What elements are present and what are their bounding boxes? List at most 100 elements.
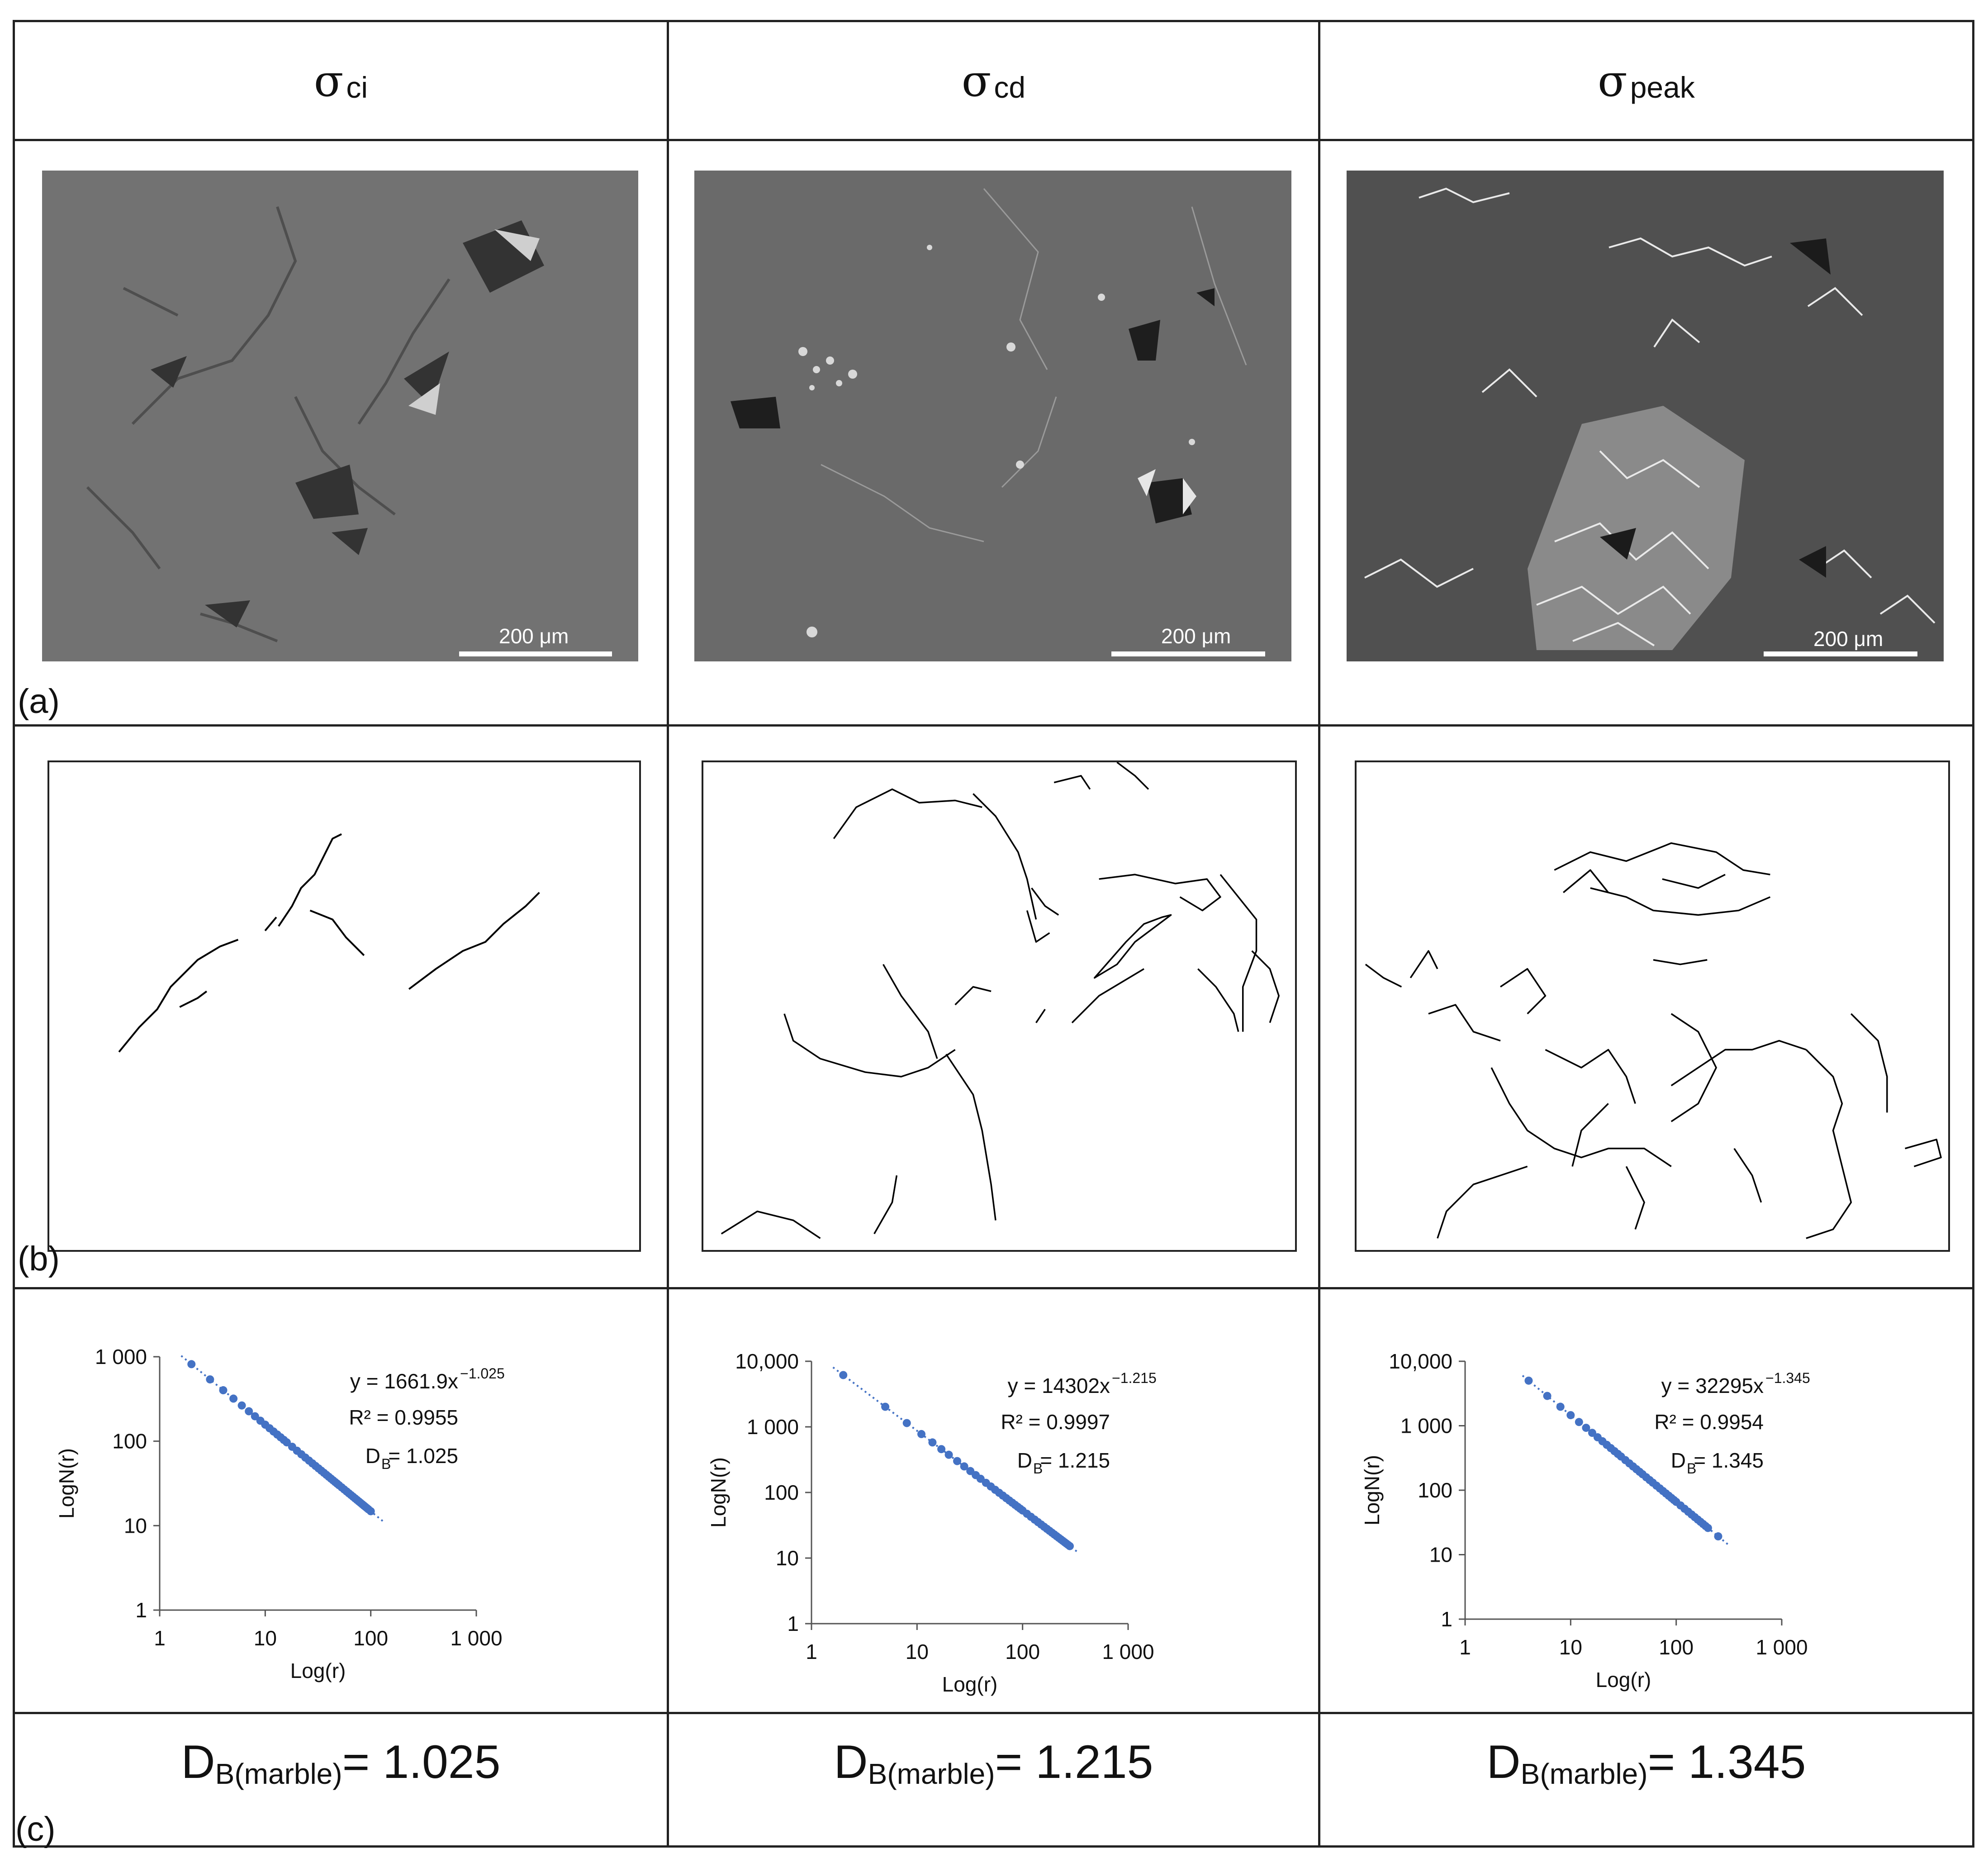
db-value-ci: D B(marble) = 1.025 (15, 1715, 667, 1810)
column-divider (667, 22, 669, 1845)
equation-exponent: −1.345 (1765, 1370, 1810, 1386)
y-tick-label: 1 000 (747, 1415, 799, 1439)
data-point (953, 1457, 962, 1465)
r2-label: R² = 0.9997 (1001, 1410, 1110, 1434)
data-point (1566, 1411, 1575, 1420)
scale-label: 200 μm (499, 624, 569, 648)
data-point (928, 1438, 937, 1447)
x-tick-label: 10 (1559, 1635, 1582, 1659)
db-annotation: D (1017, 1449, 1032, 1472)
crack-map-ci (47, 760, 641, 1252)
data-point (1582, 1424, 1590, 1432)
y-tick-label: 100 (764, 1481, 799, 1504)
x-axis-label: Log(r) (290, 1659, 346, 1682)
sem-image-cd: 200 μm (694, 171, 1291, 661)
x-tick-label: 1 (806, 1640, 817, 1663)
y-tick-label: 100 (112, 1430, 147, 1453)
x-tick-label: 100 (1005, 1640, 1040, 1663)
sem-image-peak: 200 μm (1347, 171, 1944, 661)
db-subscript: B(marble) (215, 1758, 342, 1790)
data-point (937, 1445, 946, 1454)
equation-exponent: −1.025 (460, 1365, 505, 1382)
data-point (1703, 1524, 1712, 1532)
x-axis-label: Log(r) (942, 1673, 998, 1696)
db-number: = 1.215 (995, 1735, 1153, 1788)
db-symbol: D (181, 1735, 215, 1788)
r2-label: R² = 0.9954 (1654, 1410, 1764, 1434)
scale-bar (1764, 651, 1917, 656)
equation-label: y = 14302x (1008, 1374, 1110, 1397)
data-point (187, 1360, 196, 1369)
scale-label: 200 μm (1813, 627, 1884, 651)
data-point (839, 1371, 848, 1379)
sigma-symbol: σ (961, 56, 992, 106)
row-divider (15, 139, 1972, 141)
row-divider (15, 1712, 1972, 1714)
db-subscript: B(marble) (868, 1758, 995, 1790)
data-point (1066, 1542, 1074, 1550)
y-axis-label: LogN(r) (55, 1448, 78, 1519)
data-point (251, 1412, 259, 1421)
equation-label: y = 32295x (1661, 1374, 1764, 1397)
panel-label-a: (a) (18, 682, 60, 721)
x-tick-label: 1 (154, 1626, 166, 1650)
db-annotation: D (1671, 1449, 1686, 1472)
data-point (1588, 1429, 1596, 1437)
db-subscript: B(marble) (1520, 1758, 1648, 1790)
data-point (366, 1507, 375, 1516)
scale-bar (459, 651, 612, 656)
data-point (1714, 1532, 1722, 1541)
loglog-plot-cd: 1 10 100 1 000 10,000 1 10 100 1 000 Log(r) LogN(r… (669, 1293, 1318, 1712)
panel-label-c: (c) (15, 1810, 56, 1848)
db-symbol: D (1486, 1735, 1521, 1788)
x-tick-label: 100 (1659, 1635, 1694, 1659)
y-axis-label: LogN(r) (707, 1457, 730, 1528)
x-tick-label: 100 (353, 1626, 388, 1650)
scale-label: 200 μm (1161, 624, 1231, 648)
x-axis-label: Log(r) (1596, 1668, 1651, 1692)
data-point (944, 1450, 953, 1459)
y-tick-label: 100 (1418, 1478, 1452, 1502)
x-tick-label: 1 (1459, 1635, 1471, 1659)
r2-label: R² = 0.9955 (349, 1406, 458, 1429)
x-tick-label: 10 (254, 1626, 277, 1650)
row-divider (15, 724, 1972, 727)
db-number: = 1.025 (342, 1735, 501, 1788)
sem-image-ci: 200 μm (42, 171, 638, 661)
figure-table: σ ci σ cd σ peak (13, 20, 1974, 1848)
data-point (902, 1419, 911, 1427)
y-tick-label: 10 (1429, 1543, 1452, 1567)
y-tick-label: 1 000 (1400, 1414, 1452, 1438)
sigma-symbol: σ (1598, 56, 1627, 106)
plot-svg: 1 10 100 1 000 10,000 1 10 100 1 000 Log(r) LogN(r… (707, 1350, 1157, 1696)
db-annotation-value: = 1.025 (388, 1444, 458, 1468)
plot-svg: 1 10 100 1 000 10,000 1 10 100 1 000 Log(r) LogN(r… (1360, 1350, 1810, 1692)
column-header-ci: σ ci (15, 22, 667, 140)
db-number: = 1.345 (1647, 1735, 1806, 1788)
scale-bar (1111, 651, 1265, 656)
x-tick-label: 1 000 (1102, 1640, 1154, 1663)
sigma-subscript: cd (994, 71, 1026, 104)
data-point (1575, 1418, 1583, 1426)
data-point (1524, 1376, 1533, 1385)
data-point (960, 1462, 968, 1471)
data-point (1543, 1392, 1551, 1400)
panel-label-b: (b) (18, 1240, 60, 1278)
db-annotation-subscript: B (1033, 1460, 1043, 1477)
db-value-cd: D B(marble) = 1.215 (669, 1715, 1318, 1810)
y-tick-label: 1 (787, 1612, 799, 1635)
db-value-peak: D B(marble) = 1.345 (1320, 1715, 1972, 1810)
db-annotation-value: = 1.345 (1694, 1449, 1764, 1472)
loglog-plot-ci: 1 10 100 1 000 1 10 100 1 000 Log(r) LogN(r) y = 1… (15, 1293, 667, 1712)
crack-map-cd (702, 760, 1297, 1252)
db-annotation: D (365, 1444, 380, 1468)
data-point (237, 1401, 246, 1410)
y-tick-label: 1 000 (95, 1345, 147, 1369)
y-tick-label: 10,000 (1389, 1350, 1452, 1373)
db-symbol: D (834, 1735, 868, 1788)
data-point (245, 1407, 253, 1416)
x-tick-label: 1 000 (450, 1626, 502, 1650)
plot-svg: 1 10 100 1 000 1 10 100 1 000 Log(r) LogN(r) y = 1… (55, 1345, 505, 1682)
data-point (219, 1386, 228, 1395)
data-point (917, 1430, 925, 1438)
